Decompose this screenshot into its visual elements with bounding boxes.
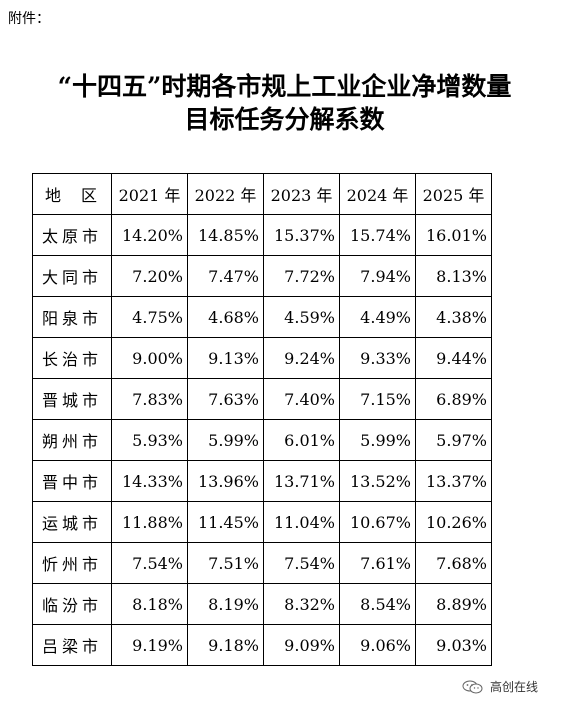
table-row: 朔州市 5.93% 5.99% 6.01% 5.99% 5.97%: [32, 419, 492, 461]
coefficient-cell: 4.49%: [339, 296, 416, 338]
coefficient-cell: 9.24%: [263, 337, 340, 379]
coefficient-cell: 5.97%: [415, 419, 492, 461]
coefficient-cell: 9.13%: [187, 337, 264, 379]
coefficient-cell: 4.38%: [415, 296, 492, 338]
coefficient-cell: 4.59%: [263, 296, 340, 338]
coefficient-cell: 7.54%: [111, 542, 188, 584]
coefficient-cell: 9.03%: [415, 624, 492, 666]
coefficient-cell: 7.61%: [339, 542, 416, 584]
coefficient-cell: 7.40%: [263, 378, 340, 420]
coefficient-cell: 7.20%: [111, 255, 188, 297]
region-cell: 大同市: [32, 255, 112, 297]
coefficient-cell: 16.01%: [415, 214, 492, 256]
region-cell: 阳泉市: [32, 296, 112, 338]
region-cell: 运城市: [32, 501, 112, 543]
region-cell: 晋城市: [32, 378, 112, 420]
coefficient-cell: 11.45%: [187, 501, 264, 543]
document-title-line-1: “十四五”时期各市规上工业企业净增数量: [57, 72, 512, 101]
table-row: 阳泉市 4.75% 4.68% 4.59% 4.49% 4.38%: [32, 296, 492, 338]
coefficient-cell: 10.67%: [339, 501, 416, 543]
region-cell: 吕梁市: [32, 624, 112, 666]
table-row: 大同市 7.20% 7.47% 7.72% 7.94% 8.13%: [32, 255, 492, 297]
coefficient-cell: 8.19%: [187, 583, 264, 625]
coefficient-cell: 7.15%: [339, 378, 416, 420]
coefficient-cell: 4.68%: [187, 296, 264, 338]
coefficient-cell: 7.54%: [263, 542, 340, 584]
coefficient-cell: 8.13%: [415, 255, 492, 297]
coefficient-cell: 8.89%: [415, 583, 492, 625]
region-cell: 太原市: [32, 214, 112, 256]
coefficient-cell: 9.06%: [339, 624, 416, 666]
coefficient-cell: 8.54%: [339, 583, 416, 625]
coefficient-cell: 4.75%: [111, 296, 188, 338]
header-year: 2023 年: [263, 173, 340, 215]
coefficient-cell: 11.04%: [263, 501, 340, 543]
table-header-row: 地 区 2021 年 2022 年 2023 年 2024 年 2025 年: [32, 173, 492, 215]
coefficient-cell: 6.01%: [263, 419, 340, 461]
region-cell: 晋中市: [32, 460, 112, 502]
coefficient-cell: 14.33%: [111, 460, 188, 502]
coefficient-cell: 15.37%: [263, 214, 340, 256]
coefficient-cell: 10.26%: [415, 501, 492, 543]
document-title-line-2: 目标任务分解系数: [184, 105, 385, 134]
coefficient-cell: 9.19%: [111, 624, 188, 666]
attachment-label: 附件：: [8, 11, 50, 27]
region-cell: 长治市: [32, 337, 112, 379]
coefficient-cell: 8.32%: [263, 583, 340, 625]
region-cell: 朔州市: [32, 419, 112, 461]
table-row: 忻州市 7.54% 7.51% 7.54% 7.61% 7.68%: [32, 542, 492, 584]
region-cell: 忻州市: [32, 542, 112, 584]
table-row: 吕梁市 9.19% 9.18% 9.09% 9.06% 9.03%: [32, 624, 492, 666]
coefficient-cell: 13.96%: [187, 460, 264, 502]
coefficient-cell: 11.88%: [111, 501, 188, 543]
coefficient-cell: 9.00%: [111, 337, 188, 379]
header-year: 2025 年: [415, 173, 492, 215]
coefficient-cell: 7.68%: [415, 542, 492, 584]
coefficient-cell: 13.52%: [339, 460, 416, 502]
header-year: 2024 年: [339, 173, 416, 215]
coefficient-cell: 5.99%: [339, 419, 416, 461]
region-cell: 临汾市: [32, 583, 112, 625]
coefficient-cell: 7.83%: [111, 378, 188, 420]
coefficient-cell: 7.63%: [187, 378, 264, 420]
coefficient-cell: 15.74%: [339, 214, 416, 256]
coefficient-cell: 9.44%: [415, 337, 492, 379]
watermark-text: 高创在线: [490, 680, 539, 694]
coefficient-cell: 7.47%: [187, 255, 264, 297]
wechat-icon: [462, 680, 483, 693]
header-year: 2022 年: [187, 173, 264, 215]
table-row: 太原市 14.20% 14.85% 15.37% 15.74% 16.01%: [32, 214, 492, 256]
coefficient-cell: 5.93%: [111, 419, 188, 461]
coefficient-cell: 14.85%: [187, 214, 264, 256]
coefficient-cell: 5.99%: [187, 419, 264, 461]
coefficient-cell: 7.72%: [263, 255, 340, 297]
coefficient-cell: 13.37%: [415, 460, 492, 502]
coefficient-cell: 13.71%: [263, 460, 340, 502]
table-body: 太原市 14.20% 14.85% 15.37% 15.74% 16.01% 大同市 7.20…: [32, 214, 492, 666]
watermark: 高创在线: [462, 678, 538, 695]
coefficient-cell: 9.33%: [339, 337, 416, 379]
table-row: 运城市 11.88% 11.45% 11.04% 10.67% 10.26%: [32, 501, 492, 543]
table-row: 晋城市 7.83% 7.63% 7.40% 7.15% 6.89%: [32, 378, 492, 420]
table-row: 长治市 9.00% 9.13% 9.24% 9.33% 9.44%: [32, 337, 492, 379]
coefficient-cell: 7.51%: [187, 542, 264, 584]
table-row: 晋中市 14.33% 13.96% 13.71% 13.52% 13.37%: [32, 460, 492, 502]
coefficient-cell: 6.89%: [415, 378, 492, 420]
coefficient-cell: 9.09%: [263, 624, 340, 666]
coefficient-cell: 8.18%: [111, 583, 188, 625]
coefficient-cell: 14.20%: [111, 214, 188, 256]
coefficient-cell: 7.94%: [339, 255, 416, 297]
header-region: 地 区: [32, 173, 112, 215]
table-row: 临汾市 8.18% 8.19% 8.32% 8.54% 8.89%: [32, 583, 492, 625]
coefficient-table: 地 区 2021 年 2022 年 2023 年 2024 年 2025 年 太原市 14.…: [32, 173, 492, 666]
header-year: 2021 年: [111, 173, 188, 215]
coefficient-cell: 9.18%: [187, 624, 264, 666]
